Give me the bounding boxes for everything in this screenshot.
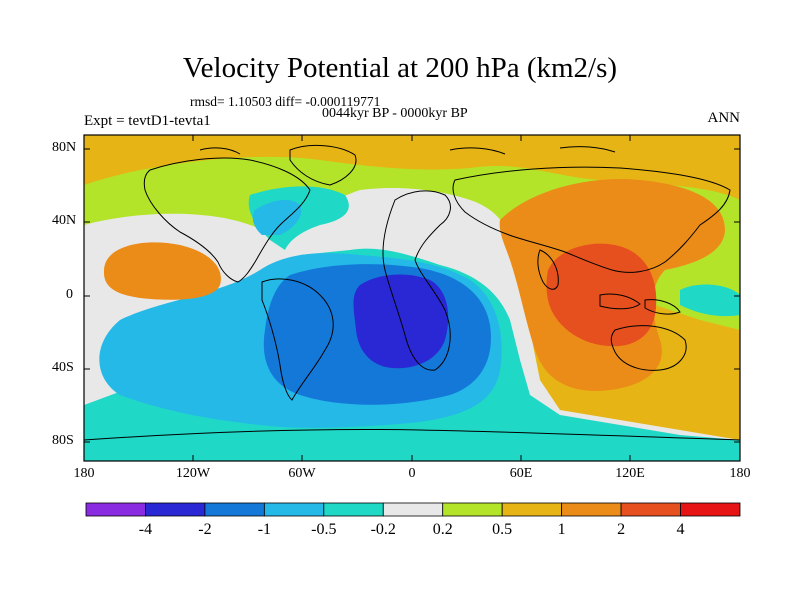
lat-label-40s: 40S [52, 360, 74, 375]
map-title: Velocity Potential at 200 hPa (km2/s) [182, 52, 618, 84]
contour-weak-negative-north [252, 199, 302, 235]
colorbar-swatch [501, 502, 563, 517]
lon-label-60e: 60E [509, 466, 533, 481]
season-label: ANN [707, 110, 741, 126]
axis-ticks [84, 135, 740, 461]
lon-label-120w: 120W [175, 466, 211, 481]
colorbar-swatch [561, 502, 622, 517]
colorbar-label: 1 [557, 521, 566, 538]
colorbar-label: -0.2 [370, 521, 396, 538]
colorbar-label: -1 [257, 521, 272, 538]
contour-slight-negative-indopacific [680, 284, 740, 317]
colorbar-label: -0.5 [311, 521, 337, 538]
colorbar-swatch [680, 502, 741, 517]
colorbar-swatch [263, 502, 325, 517]
colorbar-label: 0.2 [432, 521, 453, 538]
colorbar-label: 0.5 [492, 521, 513, 538]
lat-label-40n: 40N [52, 213, 77, 228]
colorbar-swatch [442, 502, 503, 517]
stats-line: rmsd= 1.10503 diff= -0.000119771 [190, 94, 381, 109]
contour-positive-pacific [103, 242, 221, 300]
colorbar-swatch [620, 502, 681, 517]
coastlines [84, 145, 740, 441]
contour-field [84, 135, 740, 461]
period-line: 0044kyr BP - 0000kyr BP [322, 106, 468, 121]
colorbar-swatch [85, 502, 146, 517]
lon-label-180e: 180 [729, 466, 751, 481]
experiment-label: Expt = tevtD1-tevta1 [84, 113, 211, 129]
lon-label-120e: 120E [615, 466, 645, 481]
lat-label-0: 0 [66, 287, 73, 302]
colorbar-swatch [204, 502, 265, 517]
lon-label-60w: 60W [288, 466, 316, 481]
colorbar-label: -4 [138, 521, 153, 538]
colorbar-swatch [145, 502, 206, 517]
colorbar [85, 502, 741, 517]
colorbar-label: -2 [198, 521, 212, 538]
colorbar-swatch [323, 502, 384, 517]
colorbar-label: 2 [617, 521, 626, 538]
lat-label-80n: 80N [52, 140, 77, 155]
lat-label-80s: 80S [52, 433, 74, 448]
lon-label-0: 0 [408, 466, 416, 481]
colorbar-swatch [382, 502, 444, 517]
lon-label-180w: 180 [73, 466, 95, 481]
colorbar-label: 4 [676, 521, 685, 538]
